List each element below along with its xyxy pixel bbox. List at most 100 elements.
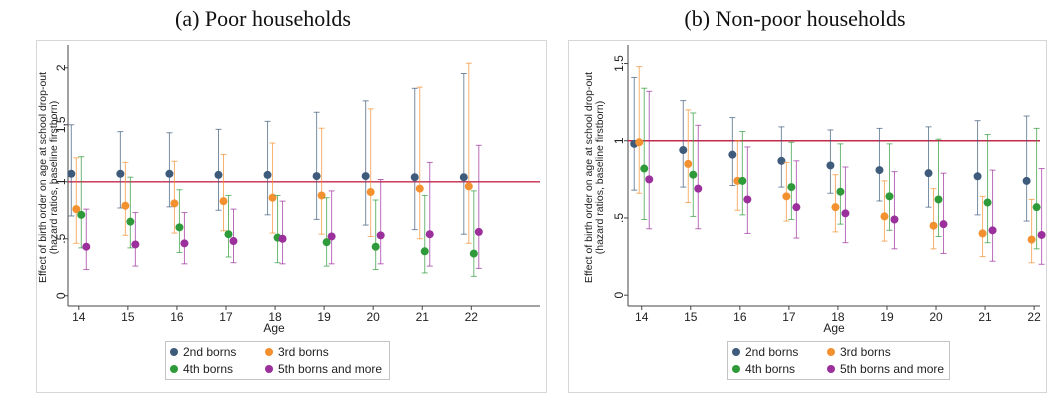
legend-box	[727, 341, 950, 380]
data-point-2nd-borns	[1022, 176, 1031, 185]
legend-label: 4th borns	[745, 362, 795, 376]
series-2nd-borns	[67, 72, 468, 235]
legend-marker	[265, 348, 273, 356]
panel-frame	[568, 40, 1047, 393]
data-point-3rd-borns	[831, 203, 840, 212]
x-tick-label: 19	[880, 310, 894, 324]
data-point-4th-borns	[787, 183, 796, 192]
data-point-2nd-borns	[361, 172, 370, 181]
y-axis-title: Effect of birth order on age at school d…	[583, 72, 595, 283]
panel-frame	[36, 40, 547, 393]
data-point-3rd-borns	[268, 193, 277, 202]
data-point-2nd-borns	[312, 172, 321, 181]
data-point-2nd-borns	[67, 169, 76, 178]
legend-label: 3rd borns	[840, 345, 891, 359]
legend: 2nd borns 3rd borns 4th borns 5th borns and…	[165, 341, 390, 380]
legend-label: 5th borns and more	[278, 362, 382, 376]
data-point-4th-borns	[885, 192, 894, 201]
y-tick-label: 1	[612, 137, 626, 144]
x-tick-label: 20	[367, 310, 381, 324]
data-point-4th-borns	[640, 164, 649, 173]
y-tick-label: 1.5	[612, 55, 626, 72]
legend-marker	[827, 348, 835, 356]
y-tick-label: 0	[54, 292, 68, 299]
x-tick-label: 14	[72, 310, 86, 324]
data-point-3rd-borns	[782, 192, 791, 201]
x-tick-label: 20	[929, 310, 943, 324]
data-point-5th-borns-and-more	[327, 232, 336, 241]
data-point-2nd-borns	[459, 173, 468, 182]
legend-marker	[732, 348, 740, 356]
data-point-4th-borns	[224, 230, 233, 239]
x-tick-label: 18	[268, 310, 282, 324]
y-tick-label: 1	[54, 178, 68, 185]
series-2nd-borns	[630, 76, 1031, 222]
data-point-3rd-borns	[635, 138, 644, 147]
data-point-5th-borns-and-more	[890, 215, 899, 224]
data-point-3rd-borns	[464, 182, 473, 191]
x-tick-label: 21	[978, 310, 992, 324]
series-5th-borns-and-more	[645, 90, 1046, 265]
series-4th-borns	[640, 87, 1041, 250]
data-point-3rd-borns	[415, 184, 424, 193]
legend-box	[165, 341, 390, 380]
data-point-5th-borns-and-more	[376, 231, 385, 240]
series-4th-borns	[77, 156, 478, 277]
data-point-5th-borns-and-more	[82, 242, 91, 251]
data-point-3rd-borns	[929, 221, 938, 230]
data-point-3rd-borns	[978, 229, 987, 238]
data-point-5th-borns-and-more	[792, 203, 801, 212]
data-point-4th-borns	[934, 195, 943, 204]
data-point-2nd-borns	[728, 150, 737, 159]
data-point-4th-borns	[689, 170, 698, 179]
x-tick-label: 14	[635, 310, 649, 324]
series-5th-borns-and-more	[82, 144, 483, 271]
data-point-5th-borns-and-more	[229, 237, 238, 246]
data-point-5th-borns-and-more	[131, 240, 140, 249]
legend-label: 2nd borns	[745, 345, 798, 359]
data-point-4th-borns	[126, 217, 135, 226]
data-point-3rd-borns	[72, 205, 81, 214]
y-tick-label: .5	[54, 233, 68, 243]
legend-marker	[827, 365, 835, 373]
data-point-5th-borns-and-more	[988, 226, 997, 235]
y-tick-label: .5	[612, 213, 626, 223]
legend-label: 2nd borns	[183, 345, 236, 359]
data-point-4th-borns	[371, 242, 380, 251]
data-point-3rd-borns	[1027, 235, 1036, 244]
x-tick-label: 19	[317, 310, 331, 324]
legend-label: 4th borns	[183, 362, 233, 376]
data-point-2nd-borns	[116, 169, 125, 178]
x-tick-label: 21	[416, 310, 430, 324]
x-axis-title: Age	[263, 321, 285, 335]
data-point-3rd-borns	[684, 159, 693, 168]
data-point-3rd-borns	[366, 188, 375, 197]
legend-label: 5th borns and more	[840, 362, 944, 376]
data-point-5th-borns-and-more	[474, 227, 483, 236]
panel-b-title: (b) Non-poor households	[684, 6, 905, 31]
data-point-2nd-borns	[924, 169, 933, 178]
data-point-5th-borns-and-more	[278, 234, 287, 243]
data-point-5th-borns-and-more	[694, 184, 703, 193]
y-axis-title: Effect of birth order on age at school d…	[37, 72, 49, 283]
legend-marker	[170, 365, 178, 373]
data-point-4th-borns	[322, 238, 331, 247]
x-tick-label: 16	[733, 310, 747, 324]
data-point-2nd-borns	[165, 169, 174, 178]
legend-marker	[265, 365, 273, 373]
y-tick-label: 0	[612, 292, 626, 299]
data-point-2nd-borns	[777, 156, 786, 165]
data-point-5th-borns-and-more	[939, 220, 948, 229]
legend-marker	[170, 348, 178, 356]
data-point-4th-borns	[836, 187, 845, 196]
x-tick-label: 15	[121, 310, 135, 324]
data-point-3rd-borns	[219, 197, 228, 206]
y-axis-title: (hazard ratios, baseline firstborn)	[594, 101, 606, 255]
legend: 2nd borns 3rd borns 4th borns 5th borns and…	[727, 341, 950, 380]
data-point-5th-borns-and-more	[425, 230, 434, 239]
x-tick-label: 22	[465, 310, 479, 324]
data-point-3rd-borns	[880, 212, 889, 221]
series-3rd-borns	[635, 66, 1036, 264]
x-axis-title: Age	[823, 321, 845, 335]
data-point-2nd-borns	[410, 173, 419, 182]
